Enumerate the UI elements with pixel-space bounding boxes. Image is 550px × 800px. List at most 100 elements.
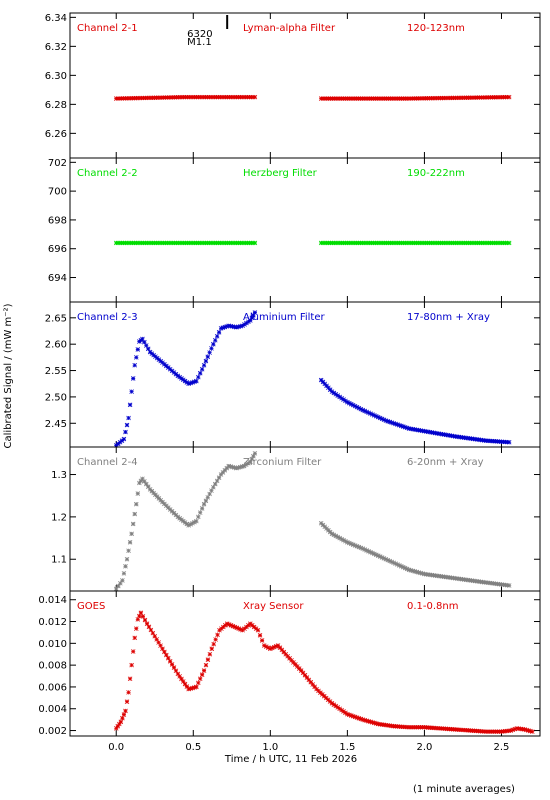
panel-3: 2.45 2.50 2.55 2.60 2.65 Channel 2-3 Aluminium… [45, 301, 541, 448]
data-point [329, 389, 335, 394]
data-point [236, 626, 242, 631]
data-point [140, 476, 145, 482]
data-point [175, 671, 181, 677]
data-point [506, 240, 512, 246]
data-point [337, 535, 342, 541]
data-point [360, 546, 366, 551]
data-point [152, 633, 158, 639]
data-point [383, 556, 389, 562]
data-point [240, 323, 245, 329]
panel-band-label: 120-123nm [407, 23, 465, 34]
x-axis-label: Time / h UTC, 11 Feb 2026 [224, 754, 357, 765]
marker-annotation: 6320 M1.1 [187, 15, 229, 48]
data-point [368, 719, 373, 725]
chart-panels: 6.26 6.28 6.30 6.32 6.34 Channel 2-1 Lyman-alp… [38, 12, 541, 753]
data-point [368, 411, 373, 416]
y-tick-label: 2.45 [45, 419, 67, 430]
data-point [406, 567, 412, 573]
data-point [347, 400, 352, 406]
data-point [127, 402, 133, 408]
data-point [132, 362, 138, 368]
data-point [275, 643, 281, 648]
data-series [113, 94, 512, 101]
data-point [205, 354, 211, 360]
y-tick-label: 0.010 [38, 639, 67, 650]
data-point [345, 711, 350, 717]
data-point [387, 419, 393, 425]
data-point [236, 324, 241, 330]
data-point [360, 717, 366, 722]
data-point [197, 510, 203, 515]
data-point [226, 622, 232, 627]
data-point [224, 621, 230, 626]
data-point [133, 355, 139, 360]
data-point [356, 405, 362, 411]
data-point [345, 399, 350, 405]
data-point [381, 556, 387, 561]
data-point [249, 456, 255, 462]
data-series [113, 240, 512, 246]
data-point [188, 522, 193, 527]
data-point [179, 676, 184, 682]
data-point [395, 562, 400, 567]
data-point [341, 537, 346, 543]
panel-filter-label: Herzberg Filter [243, 168, 318, 179]
y-tick-label: 1.1 [51, 555, 67, 566]
data-point [312, 684, 317, 690]
data-point [239, 464, 245, 469]
y-tick-label: 0.008 [38, 661, 67, 672]
data-point [352, 403, 358, 409]
data-point [238, 323, 243, 329]
data-point [377, 415, 383, 421]
data-point [123, 708, 128, 714]
data-point [129, 389, 134, 394]
data-point [142, 617, 148, 623]
data-point [207, 491, 212, 497]
data-point [385, 419, 391, 424]
data-point [199, 366, 205, 372]
data-point [124, 422, 130, 428]
data-point [252, 240, 258, 246]
data-point [358, 716, 364, 722]
x-tick-label: 1.5 [339, 742, 355, 753]
panel-1: 6.26 6.28 6.30 6.32 6.34 Channel 2-1 Lyman-alp… [45, 12, 541, 159]
data-point [373, 413, 379, 419]
data-point [115, 723, 121, 729]
data-point [404, 566, 410, 572]
data-point [138, 610, 144, 616]
data-point [329, 531, 335, 537]
data-point [414, 569, 420, 575]
data-point [197, 370, 203, 376]
data-point [412, 569, 418, 574]
data-series [113, 610, 535, 734]
data-point [350, 542, 356, 547]
data-point [339, 536, 344, 542]
data-point [214, 333, 220, 339]
data-point [362, 408, 367, 414]
y-tick-label: 0.014 [38, 595, 67, 606]
data-point [393, 561, 398, 566]
data-point [372, 551, 377, 557]
y-tick-label: 0.002 [38, 726, 67, 737]
data-point [148, 627, 154, 633]
data-point [362, 717, 367, 723]
data-point [347, 540, 352, 546]
data-point [224, 324, 230, 329]
data-point [277, 645, 283, 650]
data-point [133, 626, 139, 631]
data-point [121, 436, 127, 442]
data-point [366, 718, 371, 724]
data-point [132, 635, 138, 641]
data-point [375, 553, 381, 558]
data-point [127, 540, 133, 545]
data-point [230, 464, 235, 470]
data-point [337, 394, 342, 400]
x-tick-labels: 0.0 0.5 1.0 1.5 2.0 2.5 [108, 742, 509, 753]
data-point [416, 570, 421, 575]
data-point [145, 484, 151, 489]
y-tick-label: 1.3 [51, 470, 67, 481]
y-tick-label: 0.004 [38, 704, 67, 715]
data-point [306, 677, 312, 683]
data-point [347, 712, 352, 718]
panel-5: 0.002 0.004 0.006 0.008 0.010 0.012 0.014 GOES X… [38, 590, 541, 737]
